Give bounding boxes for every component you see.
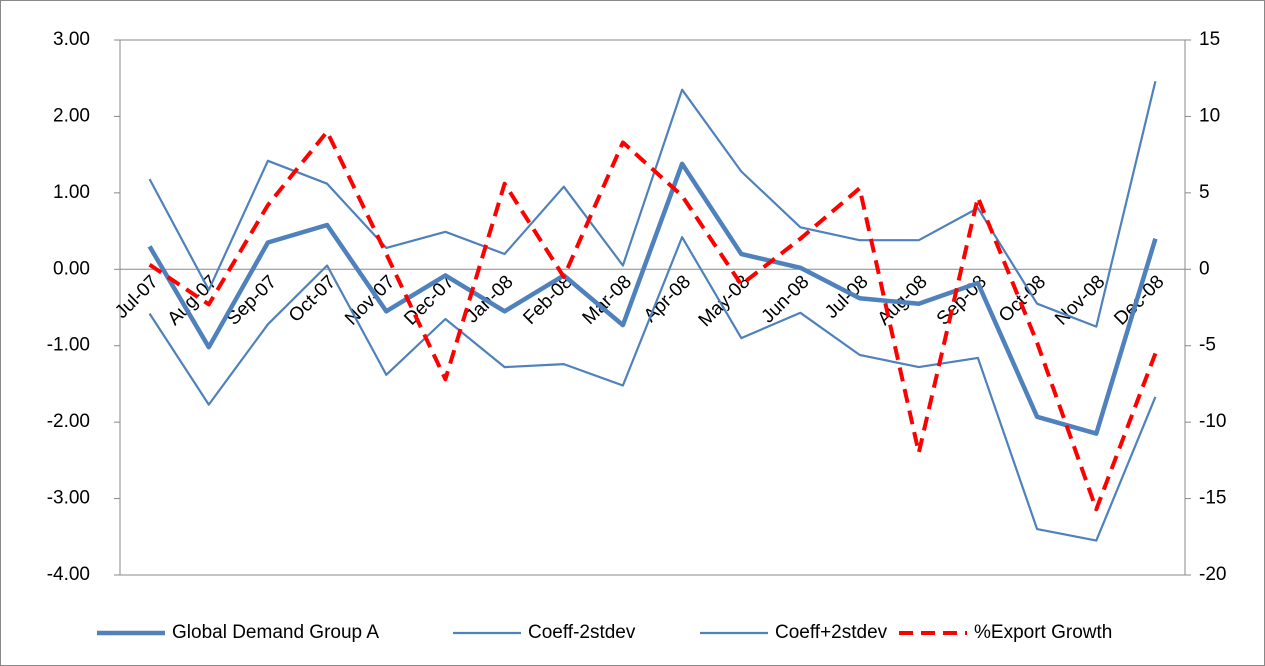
series-line [148, 236, 1157, 542]
y-tick-label: 3.00 [53, 29, 90, 50]
y2-tick-label: -15 [1199, 488, 1226, 509]
legend-label: Global Demand Group A [172, 622, 379, 643]
y2-tick-label: -10 [1199, 411, 1226, 432]
y2-tick-label: 0 [1199, 258, 1210, 279]
legend-label: %Export Growth [974, 622, 1112, 643]
y-tick-label: 0.00 [53, 258, 90, 279]
series-line [148, 129, 1158, 512]
y2-tick-label: -5 [1199, 335, 1216, 356]
legend-label: Coeff-2stdev [528, 622, 636, 643]
y2-tick-label: 10 [1199, 105, 1220, 126]
legend-label: Coeff+2stdev [775, 622, 888, 643]
y-tick-label: -1.00 [47, 335, 90, 356]
y-tick-label: -3.00 [47, 488, 90, 509]
series-line [147, 161, 1158, 436]
y2-tick-label: -20 [1199, 564, 1226, 585]
y-tick-label: -2.00 [47, 411, 90, 432]
y2-tick-label: 15 [1199, 29, 1220, 50]
y-tick-label: 1.00 [53, 182, 90, 203]
y-tick-label: 2.00 [53, 105, 90, 126]
y-tick-label: -4.00 [47, 564, 90, 585]
y2-tick-label: 5 [1199, 182, 1210, 203]
